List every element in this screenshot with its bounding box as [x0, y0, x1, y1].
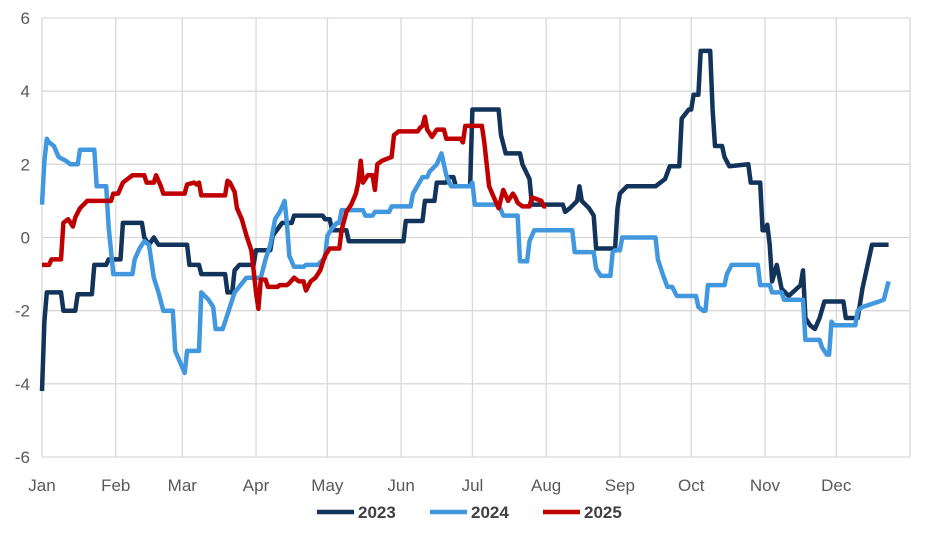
- x-tick-label: Jun: [387, 476, 414, 495]
- y-tick-label: 2: [21, 155, 30, 174]
- x-tick-label: Jan: [28, 476, 55, 495]
- series-line-2023: [39, 48, 889, 392]
- x-tick-label: Sep: [605, 476, 635, 495]
- x-tick-label: May: [311, 476, 344, 495]
- legend-label-2025: 2025: [584, 503, 622, 522]
- series-line-2025: [42, 114, 547, 312]
- x-tick-label: Mar: [168, 476, 198, 495]
- y-tick-label: -6: [15, 448, 30, 467]
- y-axis: -6 -4 -2 0 2 4 6: [15, 9, 30, 467]
- y-tick-label: 4: [21, 82, 30, 101]
- x-axis: Jan Feb Mar Apr May Jun Jul Aug Sep Oct Nov Dec: [28, 476, 852, 495]
- x-tick-label: Jul: [462, 476, 484, 495]
- x-tick-label: Feb: [101, 476, 130, 495]
- x-tick-label: Oct: [678, 476, 705, 495]
- legend-label-2024: 2024: [471, 503, 509, 522]
- y-tick-label: 0: [21, 229, 30, 248]
- series-line-2024: [39, 136, 891, 376]
- y-tick-label: -4: [15, 375, 30, 394]
- y-tick-label: 6: [21, 9, 30, 28]
- legend: 2023 2024 2025: [317, 503, 622, 522]
- x-tick-label: Nov: [750, 476, 781, 495]
- y-tick-label: -2: [15, 302, 30, 321]
- series-lines: [39, 48, 891, 392]
- grid: [41, 17, 911, 458]
- x-tick-label: Aug: [531, 476, 561, 495]
- x-tick-label: Apr: [243, 476, 270, 495]
- legend-label-2023: 2023: [358, 503, 396, 522]
- x-tick-label: Dec: [821, 476, 852, 495]
